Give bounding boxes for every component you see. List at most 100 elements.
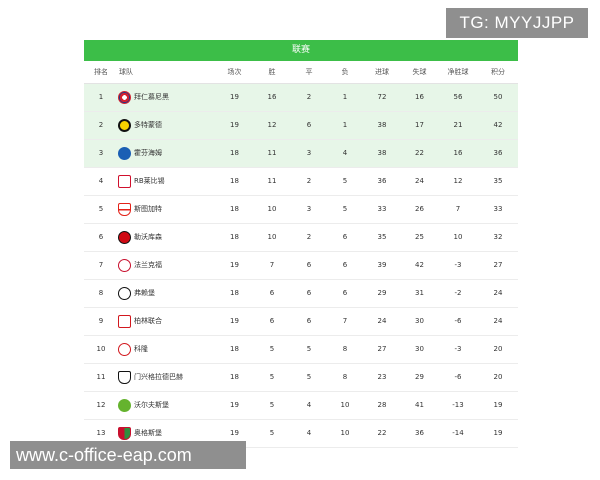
won-cell: 10 — [267, 233, 277, 241]
team-cell: 沃尔夫斯堡 — [118, 391, 216, 419]
team-name[interactable]: 奥格斯堡 — [134, 429, 162, 437]
table-header-row: 排名 球队 场次 胜 平 负 进球 失球 净胜球 积分 — [84, 61, 518, 83]
won-cell: 6 — [269, 317, 275, 325]
points-cell: 24 — [493, 317, 503, 325]
goals-for-cell: 39 — [377, 261, 387, 269]
table-row[interactable]: 3 霍芬海姆 18 11 3 4 38 22 16 36 — [84, 139, 518, 167]
lost-cell: 10 — [340, 401, 350, 409]
goals-for-cell: 35 — [377, 233, 387, 241]
rank-cell: 10 — [96, 345, 106, 353]
goal-diff-cell: -2 — [454, 289, 462, 297]
augsburg-crest-icon — [118, 426, 131, 440]
table-row[interactable]: 5 斯图加特 18 10 3 5 33 26 7 33 — [84, 195, 518, 223]
team-name[interactable]: RB莱比锡 — [134, 177, 165, 185]
team-cell: 门兴格拉德巴赫 — [118, 363, 216, 391]
goals-for-cell: 38 — [377, 121, 387, 129]
played-cell: 18 — [230, 205, 239, 213]
standings-body: 1 拜仁慕尼黑 19 16 2 1 72 16 56 50 2 多特蒙德 19 12 6 1 38 17 21 42 3… — [84, 83, 518, 447]
goal-diff-cell: 21 — [453, 121, 463, 129]
drawn-cell: 2 — [306, 233, 312, 241]
table-row[interactable]: 10 科隆 18 5 5 8 27 30 -3 20 — [84, 335, 518, 363]
team-cell: 拜仁慕尼黑 — [118, 83, 216, 111]
col-won-header: 胜 — [268, 67, 276, 76]
goals-against-cell: 41 — [415, 401, 424, 409]
table-row[interactable]: 9 柏林联合 19 6 6 7 24 30 -6 24 — [84, 307, 518, 335]
gladbach-crest-icon — [118, 370, 131, 384]
team-cell: 奥格斯堡 — [118, 419, 216, 447]
lost-cell: 5 — [342, 177, 348, 185]
table-row[interactable]: 11 门兴格拉德巴赫 18 5 5 8 23 29 -6 20 — [84, 363, 518, 391]
team-name[interactable]: 多特蒙德 — [134, 121, 162, 129]
goals-for-cell: 72 — [377, 93, 387, 101]
goals-for-cell: 23 — [377, 373, 387, 381]
goal-diff-cell: 7 — [455, 205, 461, 213]
team-name[interactable]: 柏林联合 — [134, 317, 162, 325]
team-name[interactable]: 弗赖堡 — [134, 289, 155, 297]
goals-for-cell: 29 — [377, 289, 387, 297]
team-name[interactable]: 斯图加特 — [134, 205, 162, 213]
rank-cell: 1 — [98, 93, 104, 101]
team-cell: 柏林联合 — [118, 307, 216, 335]
leverkusen-crest-icon — [118, 230, 131, 244]
points-cell: 27 — [493, 261, 503, 269]
table-row[interactable]: 4 RB莱比锡 18 11 2 5 36 24 12 35 — [84, 167, 518, 195]
team-name[interactable]: 科隆 — [134, 345, 148, 353]
team-name[interactable]: 门兴格拉德巴赫 — [134, 373, 183, 381]
played-cell: 19 — [230, 429, 239, 437]
goals-against-cell: 26 — [415, 205, 424, 213]
goal-diff-cell: 56 — [453, 93, 463, 101]
team-cell: 多特蒙德 — [118, 111, 216, 139]
col-points-header: 积分 — [491, 67, 505, 76]
table-row[interactable]: 13 奥格斯堡 19 5 4 10 22 36 -14 19 — [84, 419, 518, 447]
goals-against-cell: 30 — [415, 345, 424, 353]
drawn-cell: 6 — [306, 121, 312, 129]
won-cell: 10 — [267, 205, 277, 213]
rank-cell: 13 — [96, 429, 106, 437]
lost-cell: 6 — [342, 233, 348, 241]
table-row[interactable]: 8 弗赖堡 18 6 6 6 29 31 -2 24 — [84, 279, 518, 307]
wolfsburg-crest-icon — [118, 398, 131, 412]
lost-cell: 5 — [342, 205, 348, 213]
team-cell: 勒沃库森 — [118, 223, 216, 251]
col-goal-diff-header: 净胜球 — [447, 67, 469, 76]
played-cell: 18 — [230, 345, 239, 353]
played-cell: 19 — [230, 261, 239, 269]
won-cell: 5 — [269, 373, 275, 381]
table-row[interactable]: 1 拜仁慕尼黑 19 16 2 1 72 16 56 50 — [84, 83, 518, 111]
played-cell: 18 — [230, 233, 239, 241]
table-row[interactable]: 2 多特蒙德 19 12 6 1 38 17 21 42 — [84, 111, 518, 139]
goals-against-cell: 42 — [415, 261, 424, 269]
team-name[interactable]: 法兰克福 — [134, 261, 162, 269]
union-berlin-crest-icon — [118, 314, 131, 328]
goal-diff-cell: 16 — [453, 149, 463, 157]
goal-diff-cell: -14 — [452, 429, 464, 437]
won-cell: 5 — [269, 429, 275, 437]
table-row[interactable]: 12 沃尔夫斯堡 19 5 4 10 28 41 -13 19 — [84, 391, 518, 419]
rank-cell: 9 — [98, 317, 104, 325]
drawn-cell: 6 — [306, 289, 312, 297]
played-cell: 19 — [230, 401, 239, 409]
team-name[interactable]: 霍芬海姆 — [134, 149, 162, 157]
won-cell: 5 — [269, 401, 275, 409]
team-name[interactable]: 沃尔夫斯堡 — [134, 401, 169, 409]
team-name[interactable]: 拜仁慕尼黑 — [134, 93, 169, 101]
points-cell: 20 — [493, 345, 503, 353]
stuttgart-crest-icon — [118, 202, 131, 216]
table-row[interactable]: 7 法兰克福 19 7 6 6 39 42 -3 27 — [84, 251, 518, 279]
drawn-cell: 4 — [306, 401, 312, 409]
rank-cell: 5 — [98, 205, 104, 213]
points-cell: 35 — [493, 177, 503, 185]
watermark-tg: TG: MYYJJPP — [446, 8, 588, 38]
points-cell: 24 — [493, 289, 503, 297]
played-cell: 19 — [230, 93, 239, 101]
drawn-cell: 4 — [306, 429, 312, 437]
goals-against-cell: 17 — [415, 121, 424, 129]
goal-diff-cell: -6 — [454, 317, 462, 325]
won-cell: 16 — [267, 93, 277, 101]
table-row[interactable]: 6 勒沃库森 18 10 2 6 35 25 10 32 — [84, 223, 518, 251]
points-cell: 33 — [493, 205, 503, 213]
team-name[interactable]: 勒沃库森 — [134, 233, 162, 241]
drawn-cell: 2 — [306, 177, 312, 185]
drawn-cell: 6 — [306, 261, 312, 269]
drawn-cell: 6 — [306, 317, 312, 325]
